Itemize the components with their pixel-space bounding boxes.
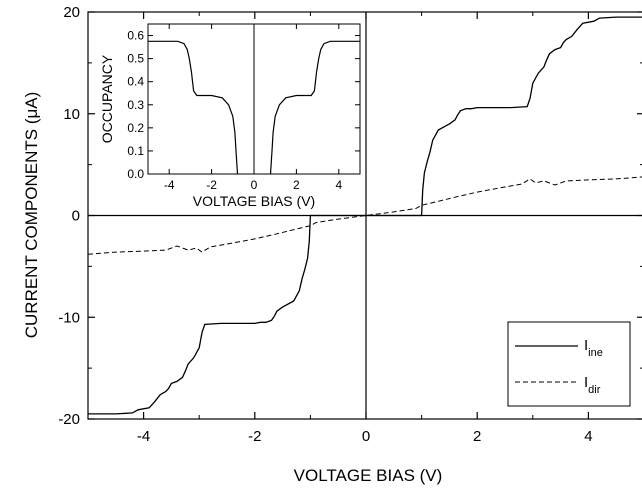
inset-y-tick-label: 0.4: [127, 75, 144, 89]
inset-y-tick-label: 0.0: [127, 167, 144, 181]
inset-y-tick-label: 0.6: [127, 29, 144, 43]
inset-axis-ticks: [148, 24, 360, 175]
inset-y-tick-label: 0.2: [127, 121, 144, 135]
inset-y-tick-label: 0.5: [127, 52, 144, 66]
series-line-ine: [88, 16, 642, 415]
inset-x-tick-label: -2: [206, 178, 217, 192]
legend: Iine Idir: [507, 321, 631, 407]
inset-x-tick-label: 2: [293, 178, 300, 192]
inset-y-axis-label: OCCUPANCY: [99, 54, 115, 143]
y-axis-label: CURRENT COMPONENTS (μA): [22, 92, 41, 339]
inset-chart: -4 -2 0 2 4 0.0 0.1 0.2 0.3 0.4 0.5 0.6 VOLTAGE BIA…: [99, 23, 361, 209]
inset-occupancy-line-positive: [269, 40, 360, 175]
inset-tick-labels: -4 -2 0 2 4 0.0 0.1 0.2 0.3 0.4 0.5 0.6: [127, 29, 342, 192]
legend-label-ine: Iine: [584, 337, 603, 359]
inset-x-tick-label: -4: [164, 178, 175, 192]
y-tick-label: -10: [58, 309, 80, 326]
x-tick-label: 4: [584, 428, 592, 445]
main-axis-ticks: [87, 11, 642, 420]
series-line-dir: [87, 176, 642, 255]
x-axis-label: VOLTAGE BIAS (V): [294, 466, 443, 485]
inset-x-axis-label: VOLTAGE BIAS (V): [193, 193, 315, 209]
inset-x-tick-label: 4: [335, 178, 342, 192]
y-tick-label: 10: [63, 106, 80, 123]
inset-occupancy-line-negative: [148, 40, 239, 175]
y-tick-label: 0: [72, 208, 80, 225]
y-tick-label: 20: [63, 4, 80, 21]
y-tick-label: -20: [58, 411, 80, 428]
x-tick-label: -2: [248, 428, 261, 445]
inset-y-tick-label: 0.3: [127, 98, 144, 112]
x-tick-label: 2: [473, 428, 481, 445]
inset-x-tick-label: 0: [251, 178, 258, 192]
x-tick-label: -4: [137, 428, 150, 445]
main-series-group: [87, 16, 642, 415]
x-tick-label: 0: [362, 428, 370, 445]
legend-box: [507, 321, 631, 407]
inset-y-tick-label: 0.1: [127, 144, 144, 158]
inset-series-group: [148, 40, 360, 175]
legend-label-dir: Idir: [584, 374, 601, 396]
